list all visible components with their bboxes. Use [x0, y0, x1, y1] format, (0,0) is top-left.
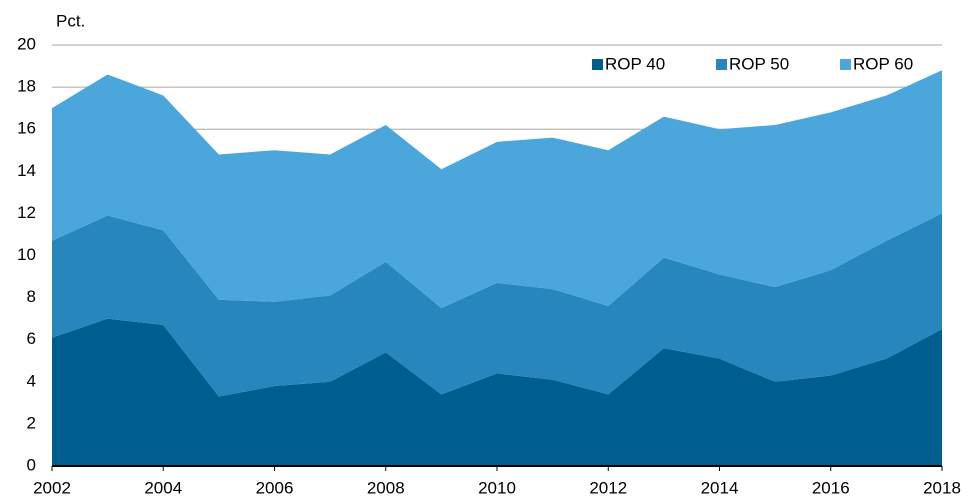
x-tick-label: 2012: [589, 478, 627, 497]
x-tick-label: 2008: [367, 478, 405, 497]
y-tick-label: 20: [17, 34, 36, 53]
y-tick-label: 18: [17, 77, 36, 96]
legend-swatch: [840, 59, 851, 70]
y-tick-label: 12: [17, 203, 36, 222]
x-tick-label: 2006: [256, 478, 294, 497]
legend-label: ROP 60: [853, 54, 913, 73]
y-tick-label: 0: [27, 455, 36, 474]
x-tick-label: 2004: [144, 478, 182, 497]
area: [52, 318, 942, 466]
area: [52, 213, 942, 397]
legend-label: ROP 40: [605, 54, 665, 73]
y-tick-label: 6: [27, 329, 36, 348]
y-axis-label: Pct.: [56, 11, 85, 30]
x-tick-label: 2010: [478, 478, 516, 497]
y-tick-label: 14: [17, 161, 36, 180]
x-tick-label: 2016: [812, 478, 850, 497]
legend-swatch: [592, 59, 603, 70]
x-tick-label: 2014: [701, 478, 739, 497]
area: [52, 70, 942, 309]
y-tick-label: 2: [27, 413, 36, 432]
y-tick-label: 10: [17, 245, 36, 264]
y-tick-label: 8: [27, 287, 36, 306]
legend-label: ROP 50: [729, 54, 789, 73]
y-tick-label: 16: [17, 119, 36, 138]
y-tick-label: 4: [27, 371, 36, 390]
x-tick-label: 2002: [33, 478, 71, 497]
legend-swatch: [716, 59, 727, 70]
x-tick-label: 2018: [923, 478, 961, 497]
